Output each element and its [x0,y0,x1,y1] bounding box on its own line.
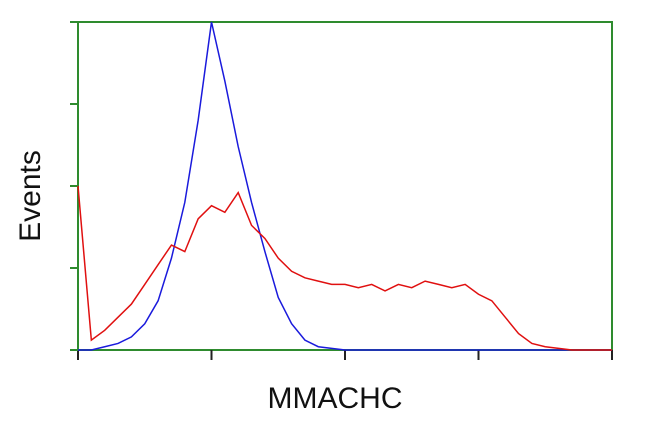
histogram-line [78,21,612,351]
histogram-line [77,185,612,351]
x-axis-label: MMACHC [268,382,403,415]
y-axis-label: Events [14,150,47,242]
